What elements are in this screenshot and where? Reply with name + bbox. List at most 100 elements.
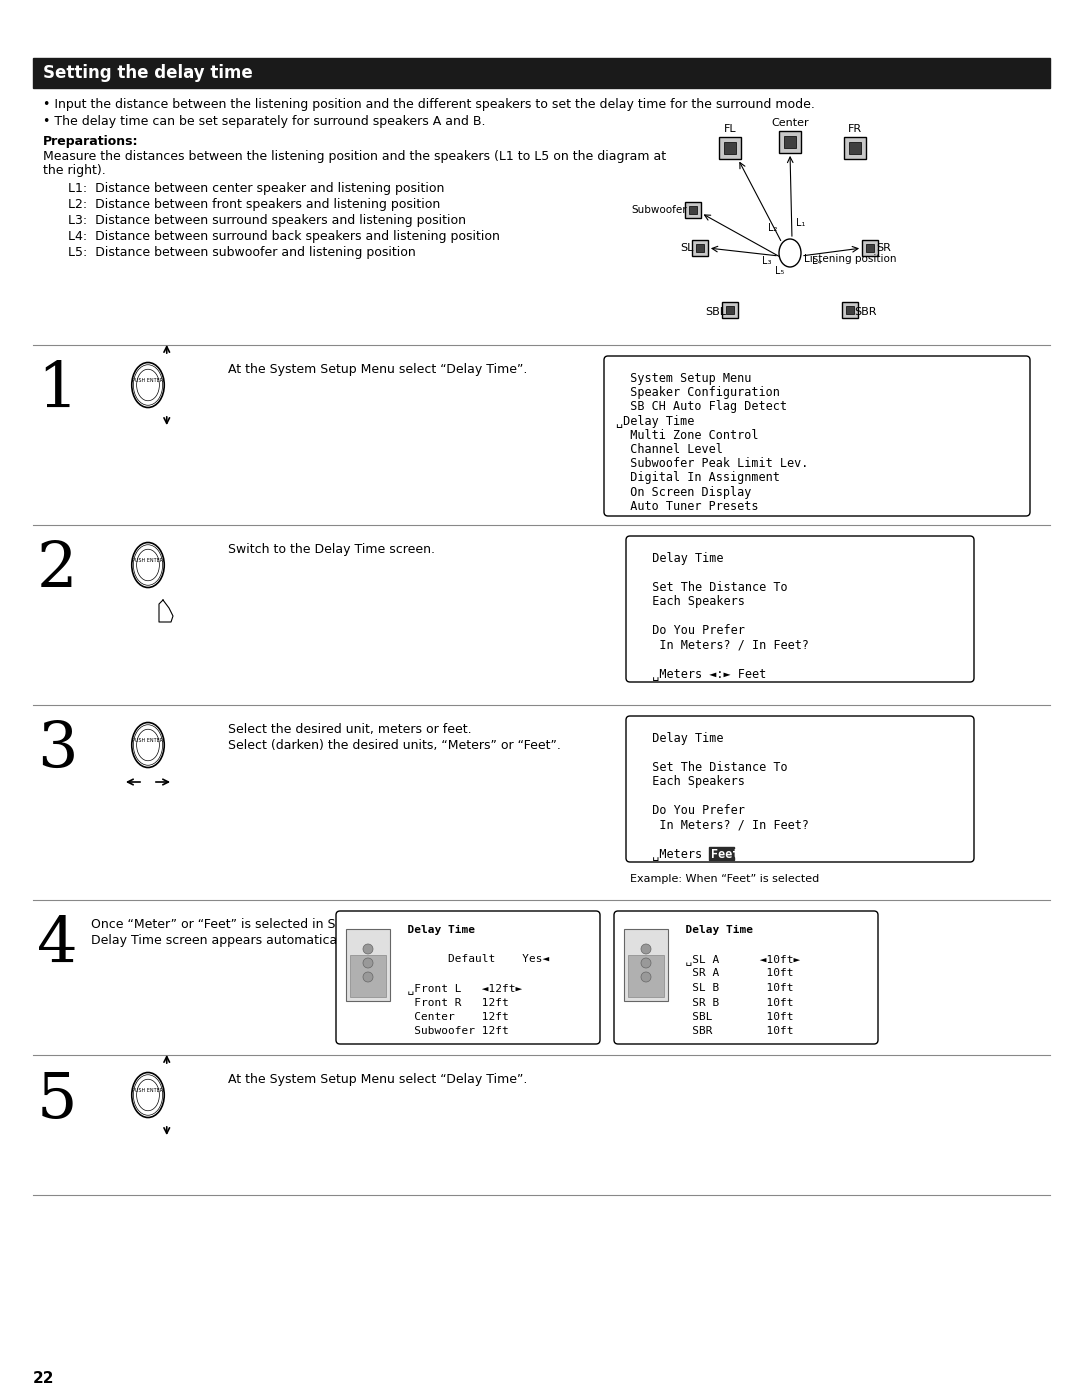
Text: Center: Center [771,118,809,127]
Text: Once “Meter” or “Feet” is selected in Step 3, the: Once “Meter” or “Feet” is selected in St… [91,918,396,930]
Text: SR B       10ft: SR B 10ft [672,997,794,1007]
Circle shape [363,972,373,982]
Text: Switch to the Delay Time screen.: Switch to the Delay Time screen. [228,543,435,555]
Ellipse shape [779,239,801,267]
FancyBboxPatch shape [626,716,974,862]
Text: SL B       10ft: SL B 10ft [672,983,794,993]
Bar [696,243,704,252]
Text: Delay Time: Delay Time [394,925,475,935]
Text: Multi Zone Control: Multi Zone Control [616,429,758,442]
Text: PUSH ENTER: PUSH ENTER [133,737,163,743]
Text: L₃: L₃ [762,256,771,266]
Text: Select (darken) the desired units, “Meters” or “Feet”.: Select (darken) the desired units, “Mete… [228,739,561,753]
Bar [862,241,878,256]
Text: Set The Distance To: Set The Distance To [638,581,787,595]
Text: ␣Front L   ◄12ft►: ␣Front L ◄12ft► [394,983,523,993]
Text: 1: 1 [37,360,78,421]
Text: Delay Time screen appears automatically.: Delay Time screen appears automatically. [91,935,354,947]
Text: ␣SL A      ◄10ft►: ␣SL A ◄10ft► [672,954,800,965]
Text: L₄: L₄ [812,256,822,266]
Bar [692,241,708,256]
Bar [624,929,669,1002]
Text: Measure the distances between the listening position and the speakers (L1 to L5 : Measure the distances between the listen… [43,150,666,164]
Text: Subwoofer: Subwoofer [632,206,687,215]
Bar [724,141,737,154]
Text: SL: SL [680,243,694,253]
Bar [346,929,390,1002]
Bar [723,302,738,318]
Text: ␣Meters ◄:► Feet: ␣Meters ◄:► Feet [638,667,766,681]
Text: Do You Prefer: Do You Prefer [638,624,745,638]
Ellipse shape [132,543,164,588]
Text: System Setup Menu: System Setup Menu [616,372,752,385]
Text: SB CH Auto Flag Detect: SB CH Auto Flag Detect [616,400,787,413]
Text: Delay Time: Delay Time [638,553,724,565]
Text: Preparations:: Preparations: [43,134,138,148]
Text: L1:  Distance between center speaker and listening position: L1: Distance between center speaker and … [68,182,444,194]
Text: In Meters? / In Feet?: In Meters? / In Feet? [638,818,809,832]
Bar [779,132,801,152]
Text: the right).: the right). [43,164,106,178]
Text: 4: 4 [37,915,78,977]
Text: FL: FL [724,125,737,134]
Text: Front R   12ft: Front R 12ft [394,997,509,1007]
Text: Listening position: Listening position [804,255,896,264]
Bar [866,243,874,252]
Text: Example: When “Feet” is selected: Example: When “Feet” is selected [630,874,820,884]
Text: SR: SR [876,243,891,253]
FancyBboxPatch shape [604,355,1030,516]
Bar [350,956,386,997]
Bar [784,136,796,148]
Text: L2:  Distance between front speakers and listening position: L2: Distance between front speakers and … [68,199,441,211]
Bar [842,302,858,318]
Text: Subwoofer Peak Limit Lev.: Subwoofer Peak Limit Lev. [616,457,808,470]
Text: Select the desired unit, meters or feet.: Select the desired unit, meters or feet. [228,723,472,736]
Text: L5:  Distance between subwoofer and listening position: L5: Distance between subwoofer and liste… [68,246,416,259]
Bar [719,137,741,159]
Text: SBL        10ft: SBL 10ft [672,1011,794,1023]
Text: L4:  Distance between surround back speakers and listening position: L4: Distance between surround back speak… [68,229,500,243]
Text: Digital In Assignment: Digital In Assignment [616,471,780,484]
FancyBboxPatch shape [615,911,878,1044]
Circle shape [363,958,373,968]
Text: SBL: SBL [705,306,726,318]
Text: Delay Time: Delay Time [638,732,724,746]
Text: Feet: Feet [711,848,740,860]
Bar [710,846,733,860]
Circle shape [642,972,651,982]
FancyBboxPatch shape [336,911,600,1044]
Text: FR: FR [848,125,862,134]
Ellipse shape [132,1073,164,1118]
Text: Set The Distance To: Set The Distance To [638,761,787,774]
Text: In Meters? / In Feet?: In Meters? / In Feet? [638,639,809,652]
Text: • The delay time can be set separately for surround speakers A and B.: • The delay time can be set separately f… [43,115,486,127]
Text: Each Speakers: Each Speakers [638,596,745,609]
Text: Each Speakers: Each Speakers [638,775,745,789]
Text: SR A       10ft: SR A 10ft [672,968,794,978]
Circle shape [363,944,373,954]
Text: SBR        10ft: SBR 10ft [672,1027,794,1037]
Bar [685,201,701,218]
Text: 5: 5 [37,1070,78,1130]
Text: Channel Level: Channel Level [616,443,723,456]
Text: • Input the distance between the listening position and the different speakers t: • Input the distance between the listeni… [43,98,815,111]
Text: PUSH ENTER: PUSH ENTER [133,378,163,382]
Bar [726,306,734,313]
Text: ␣Meters ◄:►: ␣Meters ◄:► [638,848,738,860]
Ellipse shape [132,722,164,768]
Text: 22: 22 [33,1371,54,1386]
Text: On Screen Display: On Screen Display [616,485,752,498]
Text: L₂: L₂ [768,222,778,234]
Text: L₁: L₁ [796,218,806,228]
Bar [33,57,1050,88]
Text: L3:  Distance between surround speakers and listening position: L3: Distance between surround speakers a… [68,214,465,227]
Text: At the System Setup Menu select “Delay Time”.: At the System Setup Menu select “Delay T… [228,1073,527,1086]
Ellipse shape [132,362,164,407]
Text: L₅: L₅ [775,266,784,276]
FancyBboxPatch shape [626,536,974,681]
Bar [689,206,697,214]
Text: Setting the delay time: Setting the delay time [43,64,253,83]
Text: Speaker Configuration: Speaker Configuration [616,386,780,399]
Text: Do You Prefer: Do You Prefer [638,804,745,817]
Bar [846,306,854,313]
